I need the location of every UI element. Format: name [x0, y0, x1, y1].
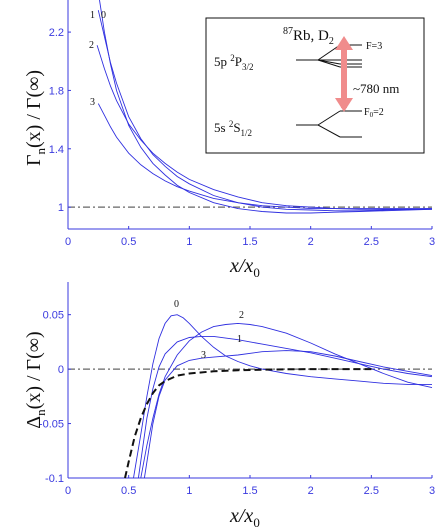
lower-level-lines [296, 110, 362, 138]
bottom-y-tick-label: -0.05 [39, 419, 64, 431]
inset-frame [205, 17, 425, 154]
bottom-x-tick-label: 2.5 [364, 485, 379, 497]
top-x-tick-label: 1 [186, 236, 192, 248]
top-y-tick-label: 1 [58, 202, 64, 214]
bottom-ticks: 0 0.5 1 1.5 2 2.5 3 -0.1 -0.05 0 0.05 [39, 310, 435, 497]
bottom-x-tick-label: 1 [186, 485, 192, 497]
upper-f-label: F=3 [366, 41, 382, 52]
top-x-tick-label: 0 [65, 236, 71, 248]
bottom-x-tick-label: 0 [65, 485, 71, 497]
bottom-curve-label-1: 1 [237, 334, 242, 345]
lower-f-label: F0=2 [364, 107, 384, 119]
bottom-x-label: x/x0 [229, 505, 260, 529]
top-x-tick-label: 2.5 [364, 236, 379, 248]
top-series-0 [99, 0, 433, 214]
transition-arrow [335, 36, 353, 112]
lower-split-f2 [317, 110, 341, 126]
bottom-curve-label-0: 0 [174, 299, 179, 310]
bottom-x-tick-label: 1.5 [242, 485, 257, 497]
top-curves [96, 0, 433, 214]
top-x-tick-label: 3 [429, 236, 435, 248]
lower-split-f1 [317, 124, 341, 138]
lower-level-label: 5s 2S1/2 [214, 119, 252, 138]
bottom-x-tick-label: 3 [429, 485, 435, 497]
bottom-series-1 [137, 335, 433, 479]
top-ticks: 0 0.5 1 1.5 2 2.5 3 1 1.4 1.8 2.2 [49, 27, 435, 248]
energy-level-inset: 87Rb, D2 5p 2P3/2 5s 2S1/2 [205, 17, 425, 154]
bottom-curve-label-2: 2 [239, 310, 244, 321]
top-x-tick-label: 0.5 [121, 236, 136, 248]
top-series-2 [96, 45, 432, 210]
delta-panel: 0 0.5 1 1.5 2 2.5 3 -0.1 -0.05 0 0.05 0 2 1 3 Δn(x… [23, 282, 435, 529]
arrow-shaft [341, 48, 347, 108]
bottom-series-envelope [124, 368, 372, 479]
bottom-y-label: Δn(x) / Γ(∞) [23, 331, 48, 428]
inset-title: 87Rb, D2 [283, 26, 334, 47]
top-series-1 [97, 10, 433, 212]
top-curve-label-0: 0 [101, 10, 106, 21]
top-y-tick-label: 2.2 [49, 27, 64, 39]
bottom-x-tick-label: 0.5 [121, 485, 136, 497]
bottom-series-3 [143, 350, 433, 479]
arrow-head-up [335, 36, 353, 50]
bottom-curves [124, 314, 433, 479]
upper-split-f0 [317, 59, 341, 68]
bottom-y-tick-label: 0.05 [43, 310, 64, 322]
wavelength-label: ~780 nm [353, 81, 399, 96]
top-curve-label-3: 3 [90, 97, 95, 108]
bottom-x-tick-label: 2 [308, 485, 314, 497]
bottom-series-2 [140, 322, 433, 479]
bottom-y-tick-label: -0.1 [45, 473, 64, 485]
bottom-series-0 [133, 314, 432, 479]
upper-level-label: 5p 2P3/2 [214, 53, 254, 72]
top-x-tick-label: 2 [308, 236, 314, 248]
top-series-3 [97, 103, 432, 210]
bottom-y-tick-label: 0 [58, 364, 64, 376]
top-y-tick-label: 1.8 [49, 85, 64, 97]
gamma-panel: 0 0.5 1 1.5 2 2.5 3 1 1.4 1.8 2.2 1 0 2 3 Γn(x) / … [23, 0, 435, 280]
top-y-tick-label: 1.4 [49, 144, 64, 156]
top-x-label: x/x0 [229, 255, 260, 280]
top-y-label: Γn(x) / Γ(∞) [23, 70, 48, 166]
top-x-tick-label: 1.5 [242, 236, 257, 248]
top-curve-label-2: 2 [89, 40, 94, 51]
bottom-curve-label-3: 3 [201, 350, 206, 361]
upper-split-f3 [317, 44, 341, 61]
top-curve-label-1: 1 [90, 10, 95, 21]
arrow-head-down [335, 98, 353, 112]
